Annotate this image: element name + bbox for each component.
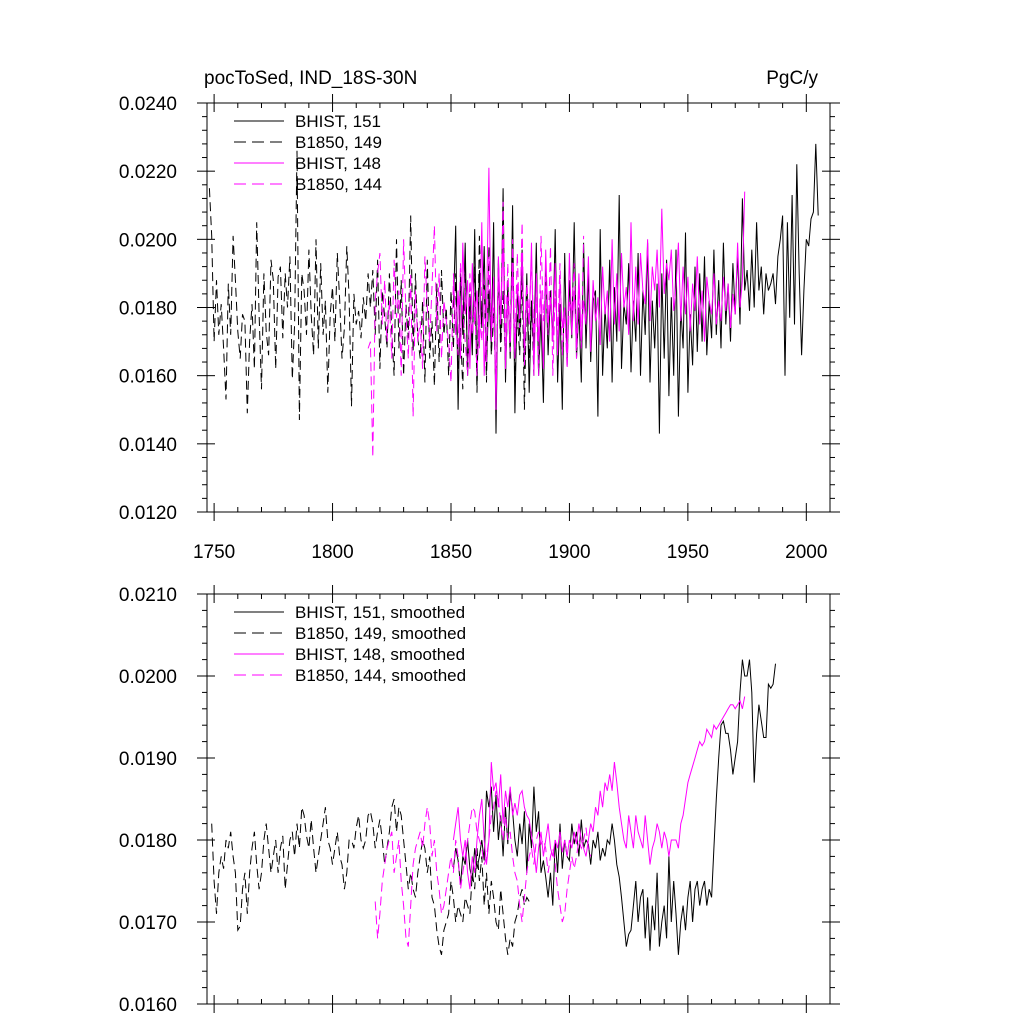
y-tick-label: 0.0170: [119, 913, 177, 934]
y-tick-label: 0.0240: [119, 94, 177, 115]
series-line-3: [367, 201, 585, 458]
legend-label-2: BHIST, 148: [295, 154, 381, 173]
series-line-2: [452, 696, 746, 890]
legend-label-1: B1850, 149: [295, 133, 382, 152]
series-line-0: [452, 659, 776, 955]
y-tick-label: 0.0200: [119, 667, 177, 688]
y-tick-label: 0.0190: [119, 749, 177, 770]
legend-label-2: BHIST, 148, smoothed: [295, 645, 465, 664]
legend-label-3: B1850, 144, smoothed: [295, 666, 466, 685]
series-line-1: [211, 798, 530, 955]
units-label: PgC/y: [766, 68, 818, 89]
y-tick-label: 0.0220: [119, 162, 177, 183]
x-tick-label: 1950: [667, 542, 709, 563]
y-tick-label: 0.0140: [119, 435, 177, 456]
x-tick-label: 1900: [548, 542, 590, 563]
y-tick-label: 0.0160: [119, 995, 177, 1016]
y-tick-label: 0.0180: [119, 299, 177, 320]
x-tick-label: 1850: [430, 542, 472, 563]
y-tick-label: 0.0180: [119, 831, 177, 852]
bottom-panel: 0.0160 0.0170 0.0180 0.0190 0.0200 0.0210 BHIS…: [119, 585, 840, 1016]
y-tick-label: 0.0160: [119, 367, 177, 388]
series-line-1: [208, 150, 535, 421]
x-tick-label: 1800: [311, 542, 353, 563]
x-tick-label: 2000: [785, 542, 827, 563]
top-panel: 1750 1800 1850 1900 1950 2000 0.0120 0.0140 0.01…: [119, 94, 840, 563]
legend-label-3: B1850, 144: [295, 175, 382, 194]
legend-label-0: BHIST, 151, smoothed: [295, 603, 465, 622]
series-line-0: [452, 143, 819, 434]
chart-title: pocToSed, IND_18S-30N: [204, 68, 417, 89]
y-tick-label: 0.0120: [119, 503, 177, 524]
plot-frame: [206, 593, 831, 1005]
y-tick-label: 0.0210: [119, 585, 177, 606]
legend-label-0: BHIST, 151: [295, 112, 381, 131]
series-line-3: [374, 790, 592, 947]
legend-label-1: B1850, 149, smoothed: [295, 624, 466, 643]
y-tick-label: 0.0200: [119, 230, 177, 251]
x-tick-label: 1750: [193, 542, 235, 563]
